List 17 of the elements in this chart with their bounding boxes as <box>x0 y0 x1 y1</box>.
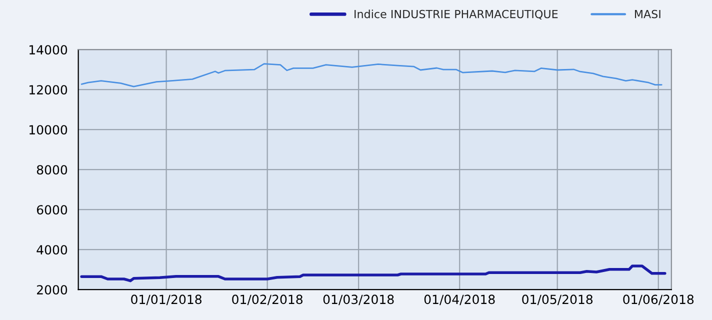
legend-label: Indice INDUSTRIE PHARMACEUTIQUE <box>354 10 558 20</box>
line-series <box>80 63 662 88</box>
line-series <box>80 264 666 282</box>
x-tick-label: 01/04/2018 <box>424 294 495 306</box>
x-tick-label: 01/03/2018 <box>323 294 394 306</box>
y-tick-label: 6000 <box>36 205 68 215</box>
x-tick-label: 01/02/2018 <box>232 294 302 306</box>
y-tick-label: 14000 <box>30 45 68 55</box>
legend-label: MASI <box>634 10 660 18</box>
y-tick-label: 8000 <box>36 165 68 175</box>
x-tick-label: 01/05/2018 <box>522 294 593 306</box>
x-tick-label: 01/01/2018 <box>131 294 202 306</box>
y-tick-label: 2000 <box>37 285 68 295</box>
y-tick-label: 10000 <box>30 125 68 135</box>
y-tick-label: 12000 <box>30 85 68 95</box>
x-tick-label: 01/06/2018 <box>623 294 694 306</box>
y-tick-label: 4000 <box>36 245 68 255</box>
